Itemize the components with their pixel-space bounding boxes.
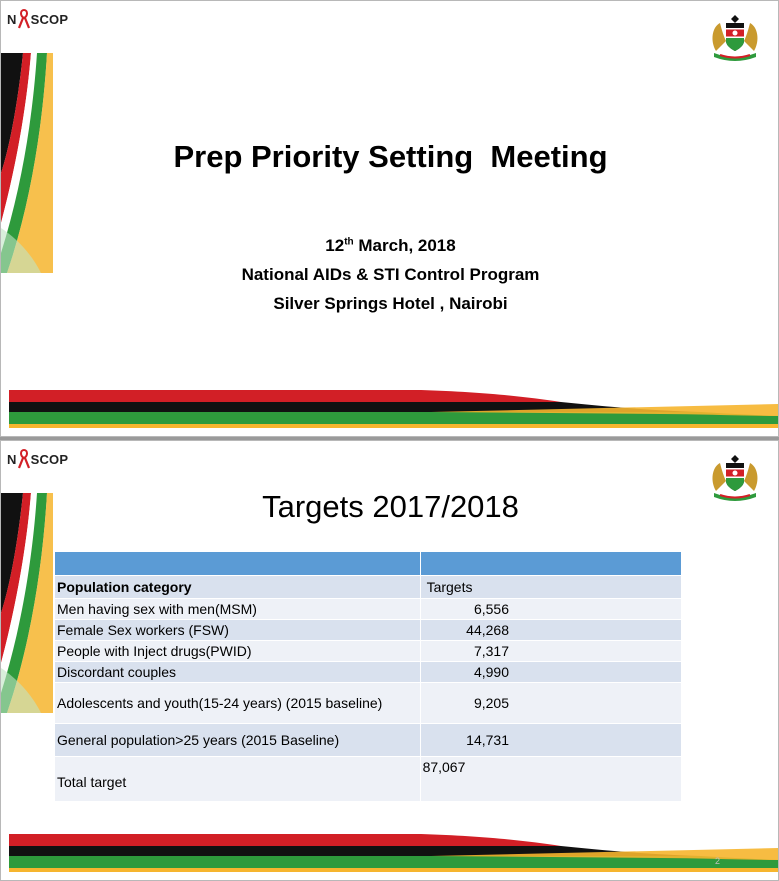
row-category: Discordant couples bbox=[54, 661, 421, 683]
row-category: Adolescents and youth(15-24 years) (2015… bbox=[54, 682, 421, 724]
row-target: 44,268 bbox=[419, 619, 681, 641]
row-category: General population>25 years (2015 Baseli… bbox=[54, 723, 421, 757]
table-row: Discordant couples 4,990 bbox=[54, 661, 681, 683]
red-ribbon-icon bbox=[17, 449, 30, 469]
row-target: 9,205 bbox=[419, 682, 681, 724]
header-population-category: Population category bbox=[54, 575, 421, 599]
row-target: 14,731 bbox=[419, 723, 681, 757]
logo-prefix: N bbox=[7, 11, 17, 27]
table-top-bar bbox=[54, 551, 681, 576]
organization-name: National AIDs & STI Control Program bbox=[241, 265, 540, 284]
slide-title: Prep Priority Setting Meeting bbox=[173, 139, 608, 174]
page-number: 2 bbox=[714, 856, 720, 866]
header-targets: Targets bbox=[419, 575, 681, 599]
table-row: General population>25 years (2015 Baseli… bbox=[54, 723, 681, 757]
date-rest: March, 2018 bbox=[353, 236, 456, 255]
nascop-logo: N SCOP bbox=[7, 9, 68, 29]
logo-brand: SCOP bbox=[30, 11, 69, 27]
row-target: 6,556 bbox=[419, 598, 681, 620]
targets-slide: N SCOP Targets 2017/2018 Population c bbox=[0, 440, 779, 881]
row-target: 4,990 bbox=[419, 661, 681, 683]
coat-of-arms-icon bbox=[712, 455, 758, 501]
row-category: Female Sex workers (FSW) bbox=[54, 619, 421, 641]
kenya-flag-bottom-stripes bbox=[1, 834, 778, 872]
coat-of-arms-icon bbox=[712, 15, 758, 61]
row-target: 7,317 bbox=[419, 640, 681, 662]
table-row: Adolescents and youth(15-24 years) (2015… bbox=[54, 682, 681, 724]
slide-title: Targets 2017/2018 bbox=[262, 489, 519, 524]
table-header-row: Population category Targets bbox=[54, 575, 681, 599]
date-suffix: th bbox=[344, 236, 354, 248]
logo-prefix: N bbox=[7, 451, 17, 467]
targets-table: Population category Targets Men having s… bbox=[54, 551, 681, 801]
date-day: 12 bbox=[325, 236, 345, 255]
row-category: People with Inject drugs(PWID) bbox=[54, 640, 421, 662]
title-slide: N SCOP Prep Priority Setting Meeting 12t… bbox=[0, 0, 779, 437]
kenya-flag-sidebar bbox=[1, 53, 53, 273]
red-ribbon-icon bbox=[17, 9, 30, 29]
table-row: People with Inject drugs(PWID) 7,317 bbox=[54, 640, 681, 662]
logo-brand: SCOP bbox=[30, 451, 69, 467]
table-row-total: Total target 87,067 bbox=[54, 756, 681, 801]
slide-separator bbox=[0, 437, 779, 440]
row-category: Total target bbox=[54, 756, 421, 801]
table-row: Female Sex workers (FSW) 44,268 bbox=[54, 619, 681, 641]
nascop-logo: N SCOP bbox=[7, 449, 68, 469]
table-row: Men having sex with men(MSM) 6,556 bbox=[54, 598, 681, 620]
kenya-flag-sidebar bbox=[1, 493, 53, 713]
kenya-flag-bottom-stripes bbox=[1, 390, 778, 428]
row-target: 87,067 bbox=[419, 756, 681, 801]
meeting-date: 12th March, 2018 bbox=[1, 236, 778, 256]
row-category: Men having sex with men(MSM) bbox=[54, 598, 421, 620]
venue: Silver Springs Hotel , Nairobi bbox=[273, 294, 508, 313]
